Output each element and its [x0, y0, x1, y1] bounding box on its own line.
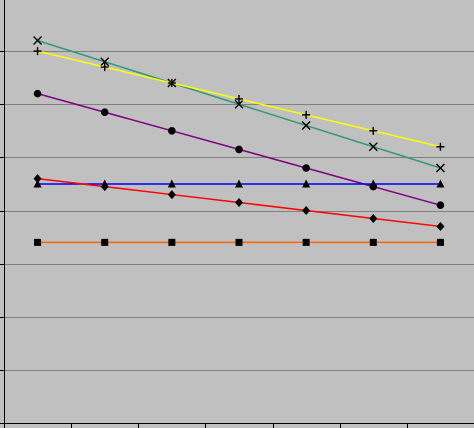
- data-point: [235, 145, 243, 154]
- data-point: [33, 47, 42, 56]
- data-point: [436, 201, 445, 209]
- data-point: [302, 164, 310, 172]
- data-point: [235, 94, 243, 103]
- data-point: [100, 63, 109, 72]
- data-point: [302, 110, 311, 119]
- data-point: [235, 238, 243, 246]
- data-point: [100, 182, 109, 192]
- data-point: [168, 238, 176, 246]
- data-point: [167, 179, 176, 188]
- data-point: [234, 99, 244, 109]
- series-diamond: [33, 174, 445, 231]
- data-point: [302, 206, 311, 215]
- data-point: [167, 190, 176, 200]
- data-point: [369, 213, 378, 223]
- data-point: [167, 79, 176, 87]
- data-point: [235, 179, 243, 188]
- data-point: [436, 142, 445, 151]
- data-point: [302, 238, 310, 246]
- data-point: [369, 179, 378, 188]
- data-point: [436, 221, 445, 231]
- data-point: [235, 198, 243, 208]
- data-point: [302, 179, 311, 188]
- data-point: [33, 174, 42, 184]
- data-point: [100, 108, 109, 117]
- series-plus: [33, 47, 445, 151]
- data-point: [369, 238, 377, 246]
- data-point: [101, 238, 109, 246]
- data-point: [168, 127, 176, 135]
- data-point: [33, 179, 42, 188]
- data-point: [436, 238, 444, 246]
- data-point: [369, 126, 378, 135]
- data-point: [34, 238, 42, 246]
- data-point: [435, 163, 445, 173]
- series-square: [34, 238, 444, 246]
- data-point: [368, 142, 378, 152]
- data-point: [33, 36, 43, 45]
- data-point: [33, 89, 42, 98]
- data-point: [100, 57, 110, 67]
- data-point: [301, 121, 311, 130]
- data-point: [436, 179, 445, 188]
